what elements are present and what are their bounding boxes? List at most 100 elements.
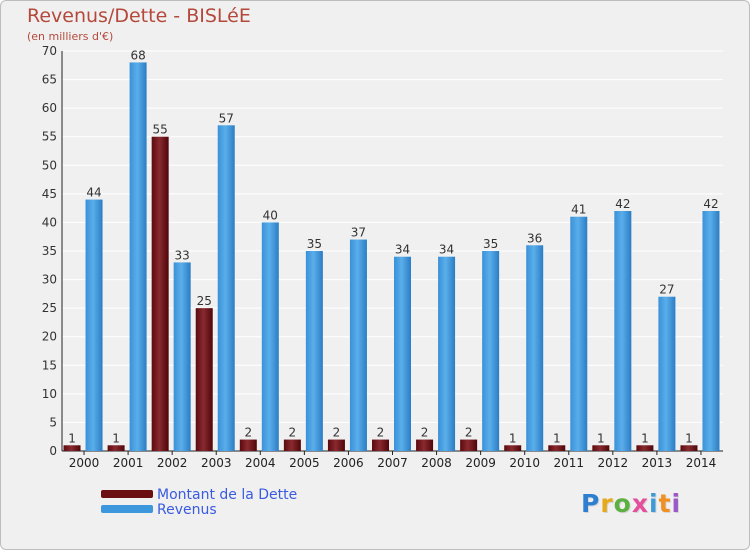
- logo-letter: i: [649, 489, 659, 518]
- logo-letter: P: [581, 489, 601, 518]
- dette-bar: [372, 439, 389, 451]
- dette-bar: [416, 439, 434, 451]
- data-label: 1: [68, 431, 76, 445]
- data-label: 1: [112, 431, 120, 445]
- revenus-bar: [85, 199, 103, 451]
- revenus-bar: [394, 256, 411, 451]
- y-tick-label: 50: [42, 158, 57, 172]
- x-tick-label: 2005: [289, 456, 320, 470]
- dette-bar: [636, 445, 654, 451]
- dette-bar: [548, 445, 566, 451]
- x-tick-label: 2007: [377, 456, 408, 470]
- x-tick-label: 2003: [201, 456, 232, 470]
- data-label: 40: [263, 208, 278, 222]
- data-label: 55: [153, 123, 168, 137]
- dette-bar: [239, 439, 257, 451]
- legend-swatch-dette: [101, 490, 153, 498]
- x-tick-label: 2011: [553, 456, 584, 470]
- x-tick-label: 2004: [245, 456, 276, 470]
- dette-bar: [195, 308, 213, 451]
- revenus-bar: [305, 251, 323, 451]
- y-tick-label: 0: [49, 444, 57, 458]
- y-tick-label: 5: [49, 415, 57, 429]
- y-tick-label: 45: [42, 187, 57, 201]
- y-tick-label: 20: [42, 330, 57, 344]
- y-tick-label: 70: [42, 44, 57, 58]
- chart-title: Revenus/Dette - BISLéE: [27, 5, 251, 27]
- dette-bar: [504, 445, 522, 451]
- data-label: 1: [685, 431, 693, 445]
- x-tick-label: 2001: [113, 456, 144, 470]
- dette-bar: [680, 445, 698, 451]
- data-label: 33: [175, 248, 190, 262]
- dette-bar: [107, 445, 125, 451]
- revenus-bar: [129, 62, 147, 452]
- logo-letter: o: [613, 489, 632, 518]
- proxiti-logo: Proxiti: [581, 489, 681, 518]
- revenus-bar: [217, 125, 235, 452]
- revenus-bar: [570, 216, 588, 451]
- data-label: 35: [307, 237, 322, 251]
- logo-letter: x: [631, 489, 649, 518]
- y-tick-label: 60: [42, 101, 57, 115]
- legend-label-dette: Montant de la Dette: [157, 487, 298, 503]
- y-tick-label: 25: [42, 301, 57, 315]
- revenus-bar: [261, 222, 279, 451]
- dette-bar: [327, 439, 345, 451]
- legend-swatch-revenus: [101, 505, 153, 513]
- data-label: 57: [219, 111, 234, 125]
- x-tick-label: 2012: [598, 456, 629, 470]
- data-label: 41: [571, 203, 586, 217]
- data-label: 25: [197, 294, 212, 308]
- data-label: 42: [703, 197, 718, 211]
- data-label: 2: [333, 426, 341, 440]
- data-label: 2: [289, 426, 297, 440]
- revenus-bar: [614, 211, 632, 451]
- logo-letter: t: [658, 489, 672, 518]
- dette-bar: [283, 439, 301, 451]
- dette-bar: [460, 439, 478, 451]
- data-label: 2: [465, 426, 473, 440]
- dette-bar: [151, 136, 169, 451]
- data-label: 2: [421, 426, 429, 440]
- revenus-bar: [526, 245, 544, 451]
- data-label: 1: [553, 431, 561, 445]
- y-tick-label: 30: [42, 273, 57, 287]
- chart-subtitle: (en milliers d'€): [27, 30, 114, 43]
- data-label: 34: [439, 243, 454, 257]
- data-label: 37: [351, 226, 366, 240]
- data-label: 1: [597, 431, 605, 445]
- y-tick-label: 15: [42, 358, 57, 372]
- y-tick-label: 10: [42, 387, 57, 401]
- data-label: 1: [641, 431, 649, 445]
- x-tick-label: 2008: [421, 456, 452, 470]
- x-tick-label: 2013: [642, 456, 673, 470]
- y-tick-label: 35: [42, 244, 57, 258]
- y-tick-label: 55: [42, 130, 57, 144]
- logo-letter: i: [671, 489, 682, 518]
- y-tick-label: 40: [42, 215, 57, 229]
- revenus-bar: [702, 211, 720, 451]
- dette-bar: [592, 445, 610, 451]
- data-label: 27: [659, 283, 674, 297]
- x-tick-label: 2010: [509, 456, 540, 470]
- revenus-bar: [658, 296, 676, 451]
- logo-letter: r: [600, 489, 614, 518]
- data-label: 2: [244, 426, 252, 440]
- dette-bar: [63, 445, 81, 451]
- data-label: 42: [615, 197, 630, 211]
- data-label: 44: [86, 186, 101, 200]
- x-tick-label: 2009: [465, 456, 496, 470]
- data-label: 2: [377, 426, 385, 440]
- data-label: 1: [509, 431, 517, 445]
- data-label: 34: [395, 243, 410, 257]
- revenus-bar: [349, 239, 367, 451]
- data-label: 36: [527, 231, 542, 245]
- x-tick-label: 2002: [157, 456, 188, 470]
- x-tick-label: 2006: [333, 456, 364, 470]
- y-tick-label: 65: [42, 73, 57, 87]
- legend-label-revenus: Revenus: [157, 502, 217, 518]
- revenus-bar: [482, 251, 500, 451]
